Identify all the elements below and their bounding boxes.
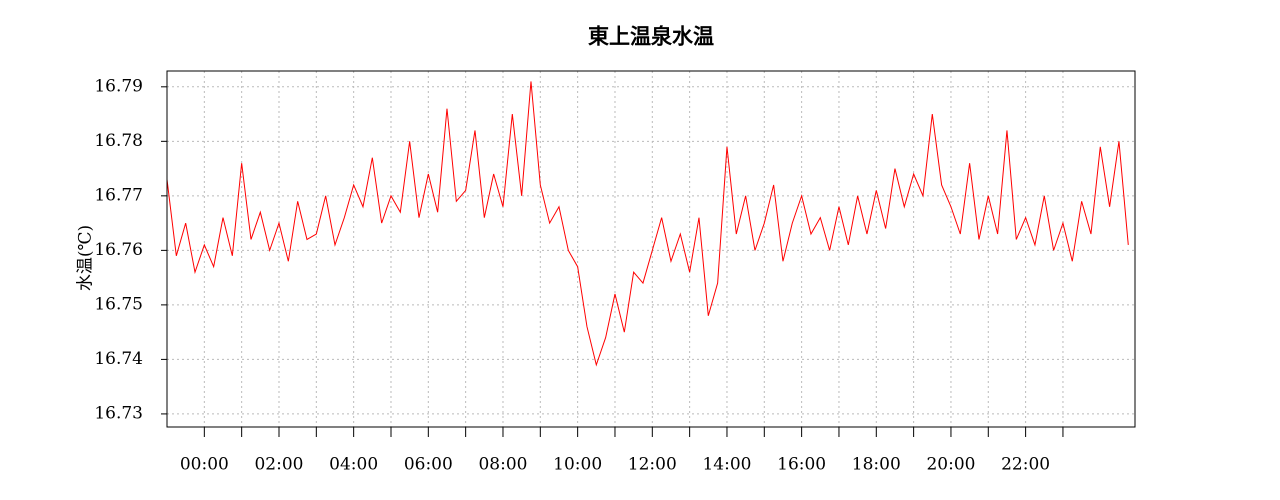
x-tick-label: 08:00	[478, 455, 527, 475]
chart-title: 東上温泉水温	[588, 24, 714, 49]
y-tick-label: 16.73	[94, 403, 143, 423]
x-tick-label: 12:00	[628, 455, 677, 475]
x-tick-label: 00:00	[180, 455, 229, 475]
x-tick-label: 20:00	[926, 455, 975, 475]
x-tick-label: 22:00	[1001, 455, 1050, 475]
x-tick-label: 06:00	[404, 455, 453, 475]
y-tick-label: 16.78	[94, 131, 143, 151]
y-tick-label: 16.79	[94, 76, 143, 96]
x-tick-label: 10:00	[553, 455, 602, 475]
y-tick-label: 16.75	[94, 294, 143, 314]
x-tick-label: 18:00	[852, 455, 901, 475]
x-tick-label: 14:00	[702, 455, 751, 475]
y-axis-label: 水温(℃)	[76, 225, 96, 291]
y-tick-label: 16.77	[94, 185, 143, 205]
y-tick-label: 16.74	[94, 349, 143, 369]
plot-frame	[166, 70, 1136, 428]
x-tick-label: 02:00	[254, 455, 303, 475]
x-tick-label: 16:00	[777, 455, 826, 475]
data-line	[166, 81, 1129, 367]
y-tick-label: 16.76	[94, 240, 143, 260]
x-tick-label: 04:00	[329, 455, 378, 475]
